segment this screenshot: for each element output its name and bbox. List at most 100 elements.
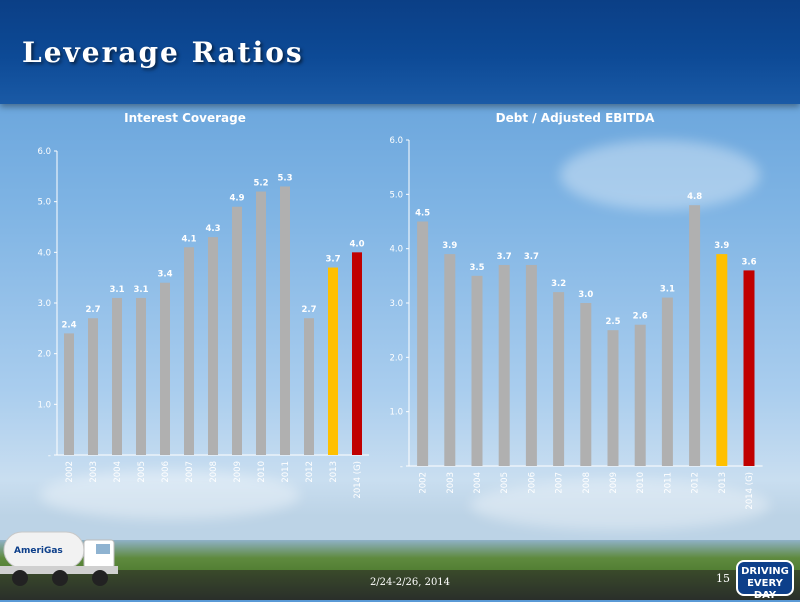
data-label: 2.6 [633, 312, 648, 322]
x-tick-label: 2007 [555, 472, 565, 494]
bar-2006 [160, 282, 170, 455]
data-label: 3.9 [442, 241, 457, 251]
x-tick-label: 2010 [636, 472, 646, 494]
y-tick-label: 3.0 [37, 299, 51, 309]
bar-2012 [689, 205, 701, 466]
data-label: 4.8 [687, 192, 702, 202]
x-tick-label: 2008 [209, 461, 219, 483]
x-tick-label: 2014 (G) [353, 461, 363, 499]
bar-2003 [88, 318, 98, 455]
bar-2003 [444, 254, 456, 466]
data-label: 3.0 [578, 290, 593, 300]
bar-2014-g- [352, 252, 362, 455]
y-tick-label: 4.0 [37, 248, 51, 258]
x-tick-label: 2013 [329, 461, 339, 483]
x-tick-label: 2013 [718, 472, 728, 494]
data-label: 3.6 [741, 257, 756, 267]
bar-2011 [661, 297, 673, 466]
data-label: 5.3 [277, 173, 292, 183]
bar-2012 [304, 318, 314, 455]
x-tick-label: 2005 [500, 472, 510, 494]
data-label: 4.3 [205, 224, 220, 234]
road-strip [0, 570, 800, 600]
data-label: 4.0 [349, 239, 364, 249]
data-label: 4.9 [229, 194, 244, 204]
x-tick-label: 2002 [419, 472, 429, 494]
x-tick-label: 2006 [161, 461, 171, 483]
slide-header: Leverage Ratios [0, 0, 800, 104]
y-tick-label: - [48, 451, 51, 461]
data-label: 3.7 [325, 255, 340, 265]
x-tick-label: 2002 [65, 461, 75, 483]
data-label: 3.4 [157, 270, 172, 280]
y-tick-label: 3.0 [389, 299, 403, 309]
y-tick-label: 1.0 [37, 400, 51, 410]
bar-2005 [498, 264, 510, 466]
bar-2009 [232, 206, 242, 455]
debt-ebitda-chart: Debt / Adjusted EBITDA - 1.0 2.0 3.0 4.0 5.0 6.… [389, 111, 763, 510]
interest-coverage-chart: Interest Coverage - 1.0 2.0 3.0 4.0 5.0 6.0 2.4 2… [37, 111, 369, 499]
data-label: 3.2 [551, 279, 566, 289]
y-tick-label: 2.0 [37, 350, 51, 360]
data-label: 2.7 [301, 305, 316, 315]
bar-2010 [634, 324, 646, 466]
x-tick-label: 2008 [582, 472, 592, 494]
data-label: 2.7 [85, 305, 100, 315]
bar-2010 [256, 191, 266, 455]
data-label: 3.9 [714, 241, 729, 251]
chart-title: Interest Coverage [124, 111, 246, 125]
data-label: 2.5 [605, 317, 620, 327]
bar-2011 [280, 186, 290, 455]
y-tick-label: 6.0 [37, 147, 51, 157]
x-tick-label: 2012 [305, 461, 315, 483]
badge-line1: DRIVING [741, 566, 789, 577]
bar-2004 [112, 297, 122, 455]
cloud-decoration [560, 140, 760, 210]
x-tick-label: 2003 [89, 461, 99, 483]
bar-2008 [580, 303, 592, 466]
bar-2007 [184, 247, 194, 455]
bar-2008 [208, 237, 218, 455]
x-tick-label: 2005 [137, 461, 147, 483]
chart-title: Debt / Adjusted EBITDA [496, 111, 655, 125]
bar-2007 [553, 292, 565, 466]
footer-date: 2/24-2/26, 2014 [369, 577, 451, 588]
company-logo-text: AmeriGas [14, 546, 63, 556]
x-tick-label: 2011 [281, 461, 291, 483]
page-number: 15 [716, 572, 730, 585]
slide-title: Leverage Ratios [22, 36, 304, 69]
bar-2002 [417, 221, 429, 466]
driving-every-day-badge: DRIVING EVERY DAY [736, 560, 794, 601]
y-tick-label: - [400, 462, 403, 472]
data-label: 3.1 [133, 285, 148, 295]
bar-2002 [64, 333, 74, 455]
propane-truck-image: AmeriGas [0, 531, 118, 586]
x-tick-label: 2014 (G) [745, 472, 755, 510]
x-tick-label: 2012 [691, 472, 701, 494]
y-tick-label: 5.0 [37, 198, 51, 208]
bar-2006 [525, 264, 537, 466]
x-tick-label: 2010 [257, 461, 267, 483]
bar-2013 [716, 254, 728, 466]
x-tick-label: 2006 [527, 472, 537, 494]
data-label: 3.7 [524, 252, 539, 262]
x-tick-label: 2007 [185, 461, 195, 483]
cloud-decoration [40, 470, 300, 520]
bar-2014-g- [743, 270, 755, 466]
data-label: 3.5 [469, 263, 484, 273]
data-label: 3.1 [109, 285, 124, 295]
cloud-decoration [470, 480, 770, 530]
x-tick-label: 2004 [473, 472, 483, 494]
bar-2013 [328, 267, 338, 455]
bar-2009 [607, 330, 619, 466]
y-tick-label: 2.0 [389, 353, 403, 363]
x-tick-label: 2004 [113, 461, 123, 483]
badge-line2: EVERY DAY [747, 578, 783, 601]
y-tick-label: 5.0 [389, 190, 403, 200]
bar-2005 [136, 297, 146, 455]
data-label: 4.1 [181, 234, 196, 244]
y-tick-label: 1.0 [389, 408, 403, 418]
bar-2004 [471, 275, 483, 466]
x-tick-label: 2009 [609, 472, 619, 494]
data-label: 3.1 [660, 285, 675, 295]
